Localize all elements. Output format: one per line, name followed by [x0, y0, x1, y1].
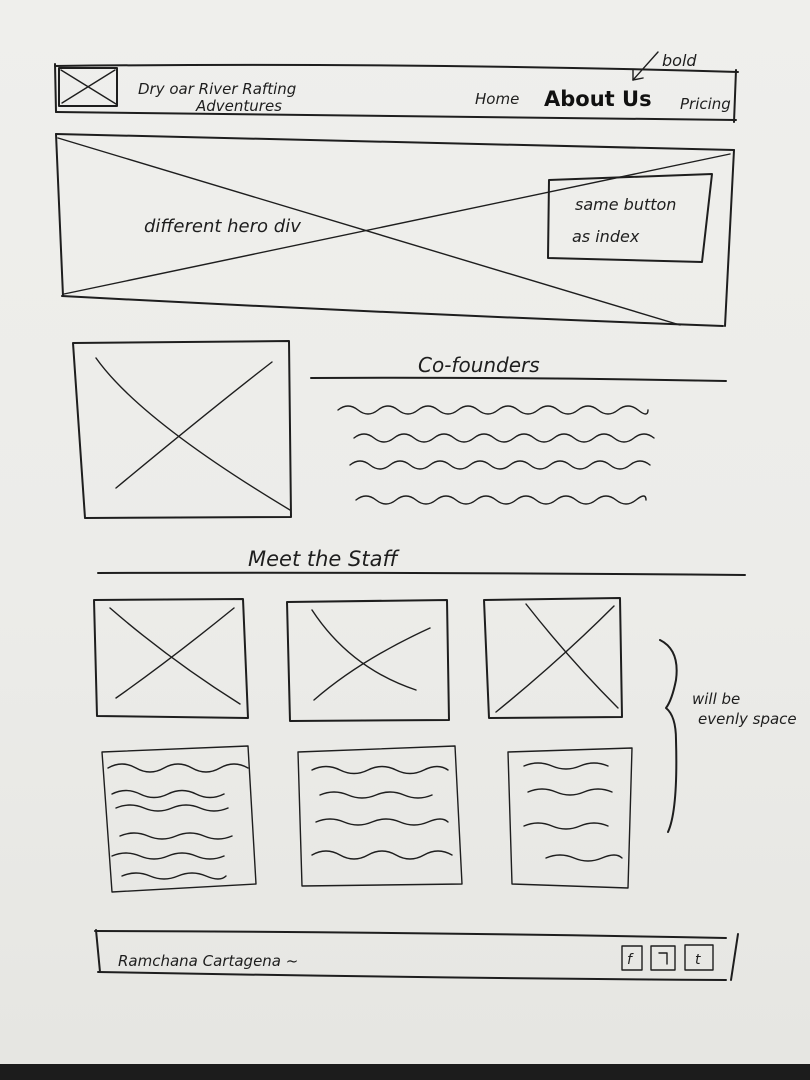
- spacing-brace: will be evenly space: [659, 639, 797, 833]
- cofounders-image-placeholder: [72, 340, 292, 519]
- brand-name-line2: Adventures: [195, 97, 282, 115]
- facebook-icon[interactable]: f: [621, 945, 643, 971]
- hero-cta-button[interactable]: same button as index: [547, 173, 713, 263]
- instagram-icon[interactable]: [650, 945, 676, 971]
- hero-placeholder: [55, 133, 735, 327]
- logo-placeholder: [58, 67, 118, 107]
- staff-photo-1: [93, 598, 249, 719]
- staff-photo-2: [286, 599, 450, 722]
- staff-title: Meet the Staff: [248, 547, 400, 571]
- spacing-note-line1: will be: [692, 690, 740, 708]
- staff-bio-1: [101, 745, 257, 893]
- staff-bio-3: [507, 747, 633, 889]
- facebook-icon-glyph: f: [627, 952, 634, 968]
- footer: [94, 929, 739, 981]
- cofounders-text-placeholder: [337, 405, 655, 505]
- nav-pricing[interactable]: Pricing: [680, 95, 731, 113]
- staff-bio-2: [297, 745, 463, 887]
- hero-cta-label-line2[interactable]: as index: [572, 227, 640, 246]
- hero-label: different hero div: [144, 216, 301, 237]
- hero-cta-label-line1[interactable]: same button: [575, 195, 676, 214]
- footer-author-name: Ramchana Cartagena ~: [118, 952, 298, 970]
- cofounders-title: Co-founders: [418, 353, 540, 377]
- twitter-icon[interactable]: t: [684, 944, 714, 971]
- cofounders-underline: [310, 376, 727, 382]
- spacing-note-line2: evenly space: [698, 710, 797, 728]
- nav-home[interactable]: Home: [475, 90, 519, 108]
- social-links: f t: [621, 944, 714, 971]
- staff-photo-3: [483, 597, 623, 719]
- nav-about-us[interactable]: About Us: [544, 87, 652, 111]
- bold-annotation: bold: [632, 51, 697, 81]
- bold-note: bold: [662, 51, 697, 70]
- table-surface: [0, 1064, 810, 1080]
- staff-underline: [97, 571, 746, 576]
- twitter-icon-glyph: t: [695, 952, 701, 968]
- brand-name-line1: Dry oar River Rafting: [138, 80, 296, 98]
